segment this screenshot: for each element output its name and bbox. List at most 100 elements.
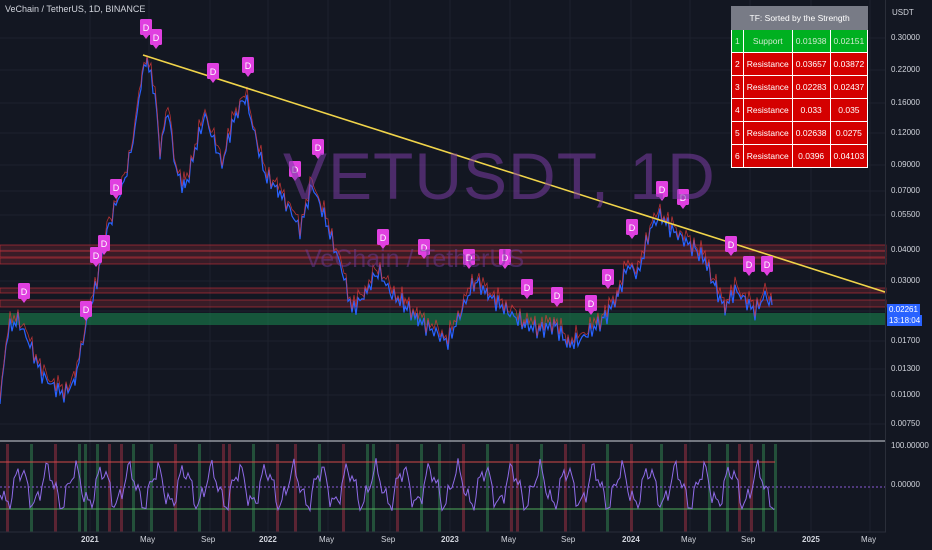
- price-tick-label: 0.01300: [891, 364, 920, 373]
- sr-row: 6 Resistance 0.0396 0.04103: [731, 144, 869, 168]
- time-tick-label: May: [681, 535, 697, 544]
- d-marker-label: D: [113, 183, 120, 193]
- d-marker: D: [18, 283, 30, 303]
- time-tick-label: 2022: [259, 535, 277, 544]
- osc-highlight: [228, 444, 231, 532]
- trendline: [142, 54, 886, 293]
- time-tick-label: Sep: [201, 535, 216, 544]
- osc-highlight: [774, 444, 777, 532]
- resistance-zone: [0, 299, 887, 308]
- sr-cell-rank: 2: [731, 52, 744, 76]
- d-marker: D: [289, 161, 301, 181]
- sr-cell-low: 0.03657: [791, 52, 831, 76]
- osc-highlight: [6, 444, 9, 532]
- osc-highlight: [420, 444, 423, 532]
- osc-highlight: [660, 444, 663, 532]
- d-marker-label: D: [292, 165, 299, 175]
- sr-cell-rank: 5: [731, 121, 744, 145]
- d-marker-label: D: [83, 305, 90, 315]
- sr-cell-rank: 3: [731, 75, 744, 99]
- time-tick-label: May: [501, 535, 517, 544]
- sr-row: 2 Resistance 0.03657 0.03872: [731, 52, 869, 76]
- d-marker-label: D: [101, 239, 108, 249]
- price-tick-label: 0.09000: [891, 160, 920, 169]
- osc-highlight: [252, 444, 255, 532]
- watermark-name: VeChain / TetherUS: [305, 245, 525, 273]
- d-marker-label: D: [421, 243, 428, 253]
- sr-cell-high: 0.03872: [829, 52, 869, 76]
- oscillator-tick-label: 100.00000: [891, 441, 929, 450]
- sr-cell-type: Resistance: [742, 98, 793, 122]
- osc-highlight: [174, 444, 177, 532]
- osc-highlight: [396, 444, 399, 532]
- time-tick-label: 2025: [802, 535, 820, 544]
- sr-cell-high: 0.035: [829, 98, 869, 122]
- d-marker: D: [463, 249, 475, 269]
- osc-highlight: [630, 444, 633, 532]
- d-marker: D: [377, 229, 389, 249]
- osc-highlight: [78, 444, 81, 532]
- resistance-zone: [0, 250, 887, 258]
- osc-highlight: [372, 444, 375, 532]
- price-tick-label: 0.30000: [891, 33, 920, 42]
- d-marker: D: [90, 247, 102, 267]
- d-marker: D: [312, 139, 324, 159]
- d-marker-label: D: [93, 251, 100, 261]
- resistance-zone: [0, 257, 887, 265]
- sr-cell-rank: 4: [731, 98, 744, 122]
- price-line: [0, 57, 773, 405]
- osc-highlight: [726, 444, 729, 532]
- time-tick-label: Sep: [561, 535, 576, 544]
- osc-highlight: [318, 444, 321, 532]
- sr-cell-type: Resistance: [742, 121, 793, 145]
- price-series: [0, 55, 773, 405]
- price-tick-label: 0.07000: [891, 186, 920, 195]
- osc-highlight: [516, 444, 519, 532]
- time-tick-label: May: [140, 535, 156, 544]
- sr-cell-rank: 1: [731, 29, 744, 53]
- sr-cell-low: 0.02283: [791, 75, 831, 99]
- symbol-header[interactable]: VeChain / TetherUS, 1D, BINANCE: [5, 4, 146, 14]
- sr-cell-type: Resistance: [742, 75, 793, 99]
- ma-line: [0, 55, 773, 400]
- osc-highlight: [198, 444, 201, 532]
- sr-row: 1 Support 0.01938 0.02151: [731, 29, 869, 53]
- time-tick-label: 2023: [441, 535, 459, 544]
- resistance-zone: [0, 287, 887, 294]
- osc-highlight: [342, 444, 345, 532]
- d-marker-label: D: [466, 253, 473, 263]
- price-tick-label: 0.16000: [891, 98, 920, 107]
- osc-highlight: [486, 444, 489, 532]
- time-tick-label: 2021: [81, 535, 99, 544]
- osc-highlight: [606, 444, 609, 532]
- sr-cell-high: 0.02437: [829, 75, 869, 99]
- osc-highlight: [108, 444, 111, 532]
- d-marker-label: D: [629, 223, 636, 233]
- currency-label[interactable]: USDT: [892, 8, 914, 17]
- sr-cell-type: Resistance: [742, 52, 793, 76]
- d-marker-label: D: [605, 273, 612, 283]
- d-marker: D: [761, 256, 773, 276]
- osc-highlight: [30, 444, 33, 532]
- osc-highlight: [750, 444, 753, 532]
- sr-cell-type: Resistance: [742, 144, 793, 168]
- d-marker-label: D: [210, 67, 217, 77]
- osc-highlight: [438, 444, 441, 532]
- osc-highlight: [276, 444, 279, 532]
- osc-highlight: [222, 444, 225, 532]
- osc-highlight: [366, 444, 369, 532]
- d-marker: D: [551, 287, 563, 307]
- d-marker: D: [98, 235, 110, 255]
- price-tick-label: 0.01700: [891, 336, 920, 345]
- price-axis[interactable]: 0.30000 0.22000 0.16000 0.12000 0.09000 0.070…: [885, 0, 932, 532]
- d-marker: D: [80, 301, 92, 321]
- sr-cell-high: 0.04103: [829, 144, 869, 168]
- sr-cell-high: 0.0275: [829, 121, 869, 145]
- osc-highlight: [120, 444, 123, 532]
- sr-cell-high: 0.02151: [829, 29, 869, 53]
- d-marker: D: [150, 29, 162, 49]
- d-marker-label: D: [380, 233, 387, 243]
- watermark-ticker: VETUSDT, 1D: [283, 139, 716, 213]
